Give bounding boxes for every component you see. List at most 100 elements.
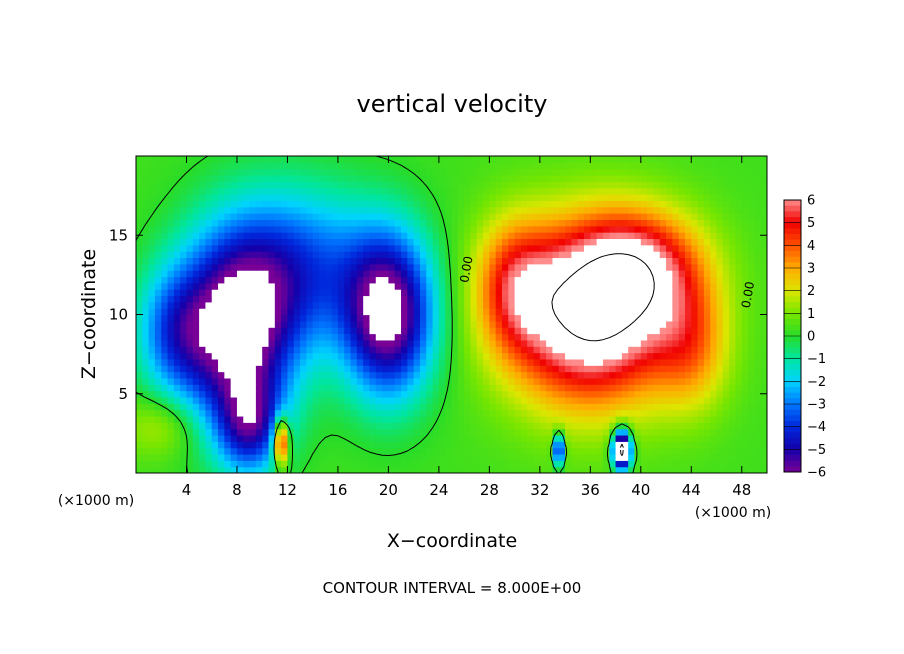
- heatmap-cell: [565, 175, 572, 182]
- heatmap-cell: [451, 339, 459, 347]
- heatmap-cell: [274, 251, 282, 259]
- heatmap-cell: [722, 206, 730, 214]
- heatmap-cell: [350, 219, 358, 227]
- heatmap-cell: [741, 270, 749, 278]
- heatmap-cell: [716, 327, 724, 335]
- heatmap-cell: [255, 371, 263, 379]
- heatmap-cell: [173, 187, 181, 195]
- heatmap-cell: [552, 390, 560, 398]
- heatmap-cell: [154, 276, 162, 284]
- heatmap-cell: [577, 187, 585, 195]
- heatmap-cell: [684, 276, 692, 284]
- heatmap-cell: [577, 244, 585, 252]
- heatmap-cell: [684, 251, 692, 259]
- heatmap-cell: [281, 270, 289, 278]
- heatmap-cell: [653, 225, 661, 233]
- heatmap-cell: [666, 441, 673, 449]
- heatmap-cell: [268, 156, 276, 163]
- heatmap-cell: [476, 460, 484, 468]
- heatmap-cell: [394, 371, 402, 379]
- heatmap-cell: [281, 327, 289, 335]
- heatmap-cell: [577, 339, 585, 347]
- heatmap-cell: [571, 460, 579, 468]
- heatmap-cell: [716, 181, 724, 189]
- heatmap-cell: [489, 396, 497, 404]
- heatmap-cell: [476, 447, 484, 455]
- heatmap-cell: [716, 168, 724, 176]
- heatmap-cell: [230, 441, 238, 449]
- heatmap-cell: [432, 384, 440, 392]
- heatmap-cell: [236, 396, 244, 404]
- heatmap-cell: [224, 453, 232, 461]
- heatmap-cell: [375, 206, 383, 214]
- heatmap-cell: [634, 434, 642, 442]
- heatmap-cell: [565, 422, 572, 430]
- heatmap-cell: [615, 352, 623, 360]
- heatmap-cell: [318, 162, 326, 170]
- heatmap-cell: [312, 206, 320, 214]
- heatmap-cell: [382, 162, 389, 170]
- heatmap-cell: [590, 441, 598, 449]
- heatmap-cell: [300, 276, 307, 284]
- heatmap-cell: [205, 187, 213, 195]
- heatmap-cell: [653, 219, 661, 227]
- heatmap-cell: [722, 428, 730, 436]
- heatmap-cell: [413, 434, 421, 442]
- heatmap-cell: [413, 282, 421, 290]
- heatmap-cell: [590, 156, 598, 163]
- heatmap-cell: [647, 371, 655, 379]
- heatmap-cell: [136, 301, 143, 309]
- heatmap-cell: [729, 244, 737, 252]
- heatmap-cell: [318, 276, 326, 284]
- heatmap-cell: [350, 295, 358, 303]
- heatmap-cell: [337, 447, 345, 455]
- heatmap-cell: [609, 295, 617, 303]
- heatmap-cell: [508, 194, 516, 201]
- heatmap-cell: [760, 327, 767, 335]
- heatmap-cell: [154, 415, 162, 423]
- heatmap-cell: [760, 371, 767, 379]
- heatmap-cell: [659, 276, 667, 284]
- heatmap-cell: [325, 282, 333, 290]
- heatmap-cell: [154, 270, 162, 278]
- heatmap-cell: [735, 320, 743, 328]
- heatmap-cell: [331, 162, 339, 170]
- heatmap-cell: [621, 232, 629, 240]
- heatmap-cell: [312, 225, 320, 233]
- heatmap-cell: [483, 238, 490, 246]
- heatmap-cell: [274, 327, 282, 335]
- heatmap-cell: [760, 409, 767, 417]
- heatmap-cell: [287, 219, 295, 227]
- heatmap-cell: [401, 194, 408, 201]
- heatmap-cell: [602, 466, 610, 473]
- heatmap-cell: [565, 213, 572, 220]
- heatmap-cell: [495, 225, 503, 233]
- heatmap-cell: [211, 232, 219, 240]
- heatmap-cell: [590, 181, 598, 189]
- heatmap-cell: [754, 466, 762, 473]
- heatmap-cell: [445, 371, 453, 379]
- heatmap-cell: [596, 168, 604, 176]
- heatmap-cell: [268, 301, 276, 309]
- heatmap-cell: [621, 352, 629, 360]
- heatmap-cell: [199, 181, 207, 189]
- heatmap-cell: [457, 301, 465, 309]
- heatmap-cell: [722, 390, 730, 398]
- heatmap-cell: [653, 453, 661, 461]
- heatmap-cell: [533, 270, 541, 278]
- heatmap-cell: [558, 181, 566, 189]
- heatmap-cell: [596, 320, 604, 328]
- heatmap-cell: [199, 333, 207, 341]
- heatmap-cell: [697, 466, 705, 473]
- heatmap-cell: [621, 194, 629, 201]
- heatmap-cell: [684, 447, 692, 455]
- heatmap-cell: [274, 200, 282, 208]
- heatmap-cell: [672, 365, 680, 373]
- heatmap-cell: [514, 396, 522, 404]
- heatmap-cell: [306, 320, 314, 328]
- heatmap-cell: [760, 333, 767, 341]
- heatmap-cell: [514, 206, 522, 214]
- heatmap-cell: [684, 238, 692, 246]
- heatmap-cell: [684, 162, 692, 170]
